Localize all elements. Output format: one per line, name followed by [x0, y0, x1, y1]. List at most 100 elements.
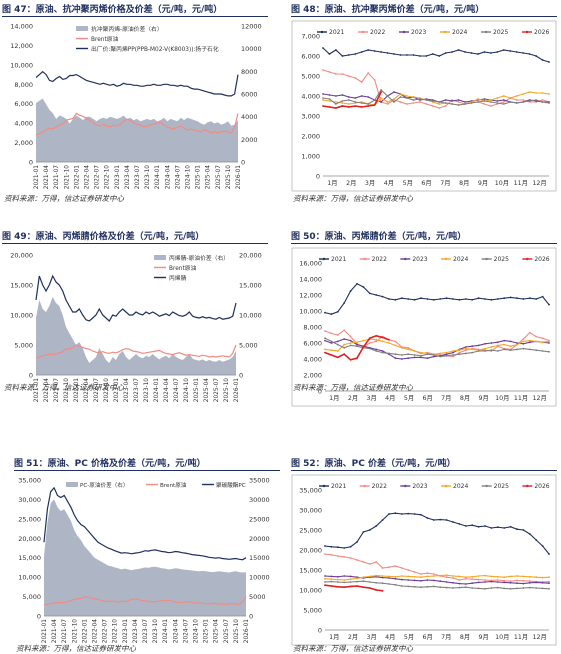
x-tick-label: 2022-01 — [74, 165, 80, 190]
left-tick-label: 10,000 — [10, 312, 33, 320]
x-tick-label: 2021-04 — [44, 165, 50, 190]
series-point-2025 — [432, 354, 435, 356]
left-tick-label: 10,000 — [10, 61, 33, 69]
series-point-2024 — [496, 575, 499, 578]
right-tick-label: 0 — [241, 159, 245, 167]
legend-label-2021: 2021 — [331, 483, 346, 490]
x-tick-label: 2022-07 — [103, 619, 109, 644]
x-tick-label: 2025-04 — [204, 378, 210, 403]
series-point-2025 — [425, 99, 428, 101]
series-point-2022 — [541, 337, 544, 340]
series-line-2024 — [324, 574, 550, 581]
series-point-2022 — [388, 566, 390, 569]
series-point-2025 — [535, 99, 537, 101]
series-point-2023 — [484, 342, 486, 345]
chart-51: 0 5,000 10,000 15,000 20,000 25,000 30,000 35,0… — [18, 477, 269, 644]
series-point-2022 — [341, 73, 344, 75]
series-point-2025 — [503, 587, 506, 590]
series-point-2021 — [528, 297, 531, 300]
y-tick-label: 0 — [316, 173, 320, 181]
series-point-2021 — [336, 546, 339, 549]
series-point-2023 — [484, 581, 486, 583]
y-tick-label: 35,000 — [299, 487, 322, 495]
series-point-2021 — [471, 524, 474, 527]
x-tick-label: 2021-01 — [42, 619, 48, 644]
x-tick-label: 3月 — [367, 394, 377, 402]
series-point-2021 — [388, 298, 390, 300]
x-tick-label: 2021-01 — [34, 165, 40, 190]
series-point-2025 — [343, 346, 346, 349]
series-point-2023 — [471, 582, 474, 585]
series-point-2024 — [336, 350, 339, 352]
y-tick-label: 30,000 — [299, 507, 322, 515]
series-point-2026 — [354, 105, 357, 107]
panel-50: 图 50：原油、丙烯腈价差（元/吨，元/吨） 0 2,000 4,000 6,000 8… — [291, 231, 557, 431]
legend-label-2: 出厂价:聚丙烯PP(PPB-M02-V(K8003)):扬子石化 — [91, 45, 219, 53]
series-point-2026 — [336, 356, 339, 359]
series-point-2023 — [496, 341, 499, 344]
series-point-2023 — [336, 340, 339, 343]
series-point-2022 — [425, 103, 428, 105]
series-point-2021 — [477, 297, 480, 300]
series-point-2024 — [432, 575, 435, 577]
series-point-2026 — [360, 106, 363, 108]
legend-label-2026: 2026 — [534, 256, 549, 263]
series-point-2025 — [336, 343, 339, 346]
x-tick-label: 8月 — [459, 179, 469, 187]
left-tick-label: 12,000 — [10, 42, 33, 50]
y-tick-label: 4,000 — [301, 93, 320, 101]
series-point-2023 — [528, 341, 531, 344]
legend-marker-2026 — [525, 30, 529, 34]
x-tick-label: 5月 — [403, 179, 413, 187]
series-point-2024 — [464, 576, 467, 579]
series-point-2021 — [360, 51, 363, 53]
series-point-2023 — [354, 97, 357, 99]
series-point-2022 — [503, 579, 506, 582]
x-tick-label: 2022-10 — [104, 378, 110, 403]
series-point-2021 — [509, 50, 512, 52]
series-point-2024 — [381, 575, 384, 577]
panel-51: 图 51：原油、PC 价格及价差（元/吨，元/吨） 0 5,000 10,000 15… — [14, 458, 280, 654]
legend-label-2022: 2022 — [370, 29, 385, 36]
series-point-2026 — [380, 91, 382, 93]
series-point-2022 — [457, 101, 460, 103]
series-point-2025 — [451, 103, 453, 105]
series-point-2024 — [464, 347, 467, 350]
series-point-2025 — [516, 348, 518, 351]
series-point-2022 — [386, 103, 389, 105]
series-point-2024 — [335, 101, 337, 103]
series-point-2026 — [381, 336, 384, 339]
series-point-2025 — [548, 350, 550, 353]
series-point-2024 — [347, 103, 350, 105]
series-point-2022 — [400, 567, 403, 569]
series-point-2026 — [362, 346, 365, 348]
x-tick-label: 2025-10 — [226, 165, 232, 190]
series-point-2025 — [516, 587, 518, 590]
y-tick-label: 0 — [318, 388, 322, 396]
series-point-2023 — [432, 579, 435, 582]
series-point-2024 — [420, 576, 422, 579]
series-point-2025 — [548, 102, 550, 104]
series-point-2022 — [496, 579, 499, 581]
series-point-2023 — [393, 91, 395, 93]
series-point-2023 — [388, 577, 390, 579]
series-point-2026 — [336, 585, 339, 588]
series-point-2025 — [360, 102, 363, 104]
series-point-2025 — [393, 101, 395, 103]
series-point-2024 — [503, 343, 506, 346]
left-tick-label: 20,000 — [10, 252, 33, 260]
series-point-2025 — [439, 355, 442, 358]
series-point-2024 — [509, 97, 512, 99]
series-point-2025 — [464, 103, 466, 105]
series-point-2025 — [368, 581, 371, 583]
legend-label-2024: 2024 — [453, 483, 468, 490]
series-point-2025 — [413, 354, 416, 356]
x-tick-label: 2025-10 — [234, 619, 240, 644]
right-tick-label: 4000 — [241, 113, 258, 121]
series-point-2023 — [324, 339, 326, 342]
x-tick-label: 5月 — [404, 394, 414, 402]
series-point-2021 — [393, 53, 395, 55]
series-point-2023 — [483, 98, 486, 100]
legend-marker-2024 — [444, 484, 448, 488]
series-point-2025 — [445, 354, 448, 357]
